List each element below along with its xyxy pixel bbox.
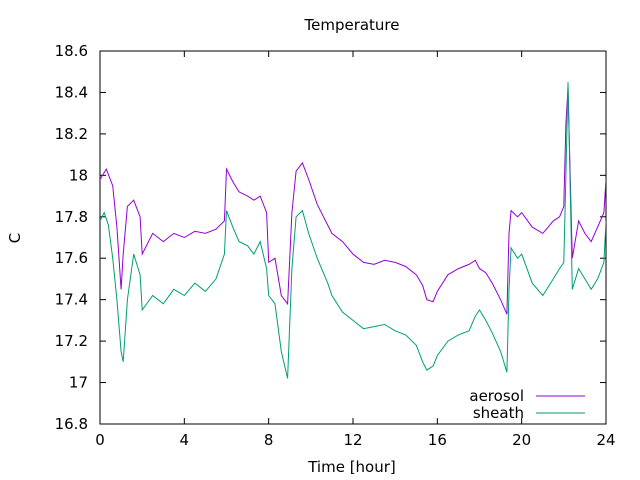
y-axis-label: C [6, 233, 24, 243]
legend-label: aerosol [469, 387, 524, 405]
y-tick-label: 17.2 [55, 332, 88, 350]
y-tick-label: 18 [69, 166, 88, 184]
x-tick-label: 8 [264, 431, 274, 449]
y-tick-label: 17.8 [55, 208, 88, 226]
x-tick-label: 12 [343, 431, 362, 449]
y-tick-label: 18.4 [55, 83, 88, 101]
y-tick-label: 18.6 [55, 42, 88, 60]
x-tick-label: 20 [512, 431, 531, 449]
x-tick-label: 4 [180, 431, 190, 449]
y-tick-label: 18.2 [55, 125, 88, 143]
x-axis-label: Time [hour] [307, 458, 396, 476]
axis-ticks: 0 4 8 12 16 20 24 16.8 17 17.2 17.4 17.6 17.8 18 18.2 1… [55, 42, 616, 449]
series-lines [100, 82, 606, 379]
series-line-sheath [100, 82, 606, 379]
chart-title: Temperature [303, 16, 399, 34]
x-tick-label: 16 [428, 431, 447, 449]
y-tick-label: 16.8 [55, 415, 88, 433]
x-tick-label: 0 [95, 431, 105, 449]
y-tick-label: 17.4 [55, 291, 88, 309]
series-line-aerosol [100, 88, 606, 315]
legend-label: sheath [473, 404, 524, 422]
plot-frame [99, 50, 607, 425]
y-tick-label: 17 [69, 374, 88, 392]
y-tick-label: 17.6 [55, 249, 88, 267]
x-tick-label: 24 [596, 431, 615, 449]
